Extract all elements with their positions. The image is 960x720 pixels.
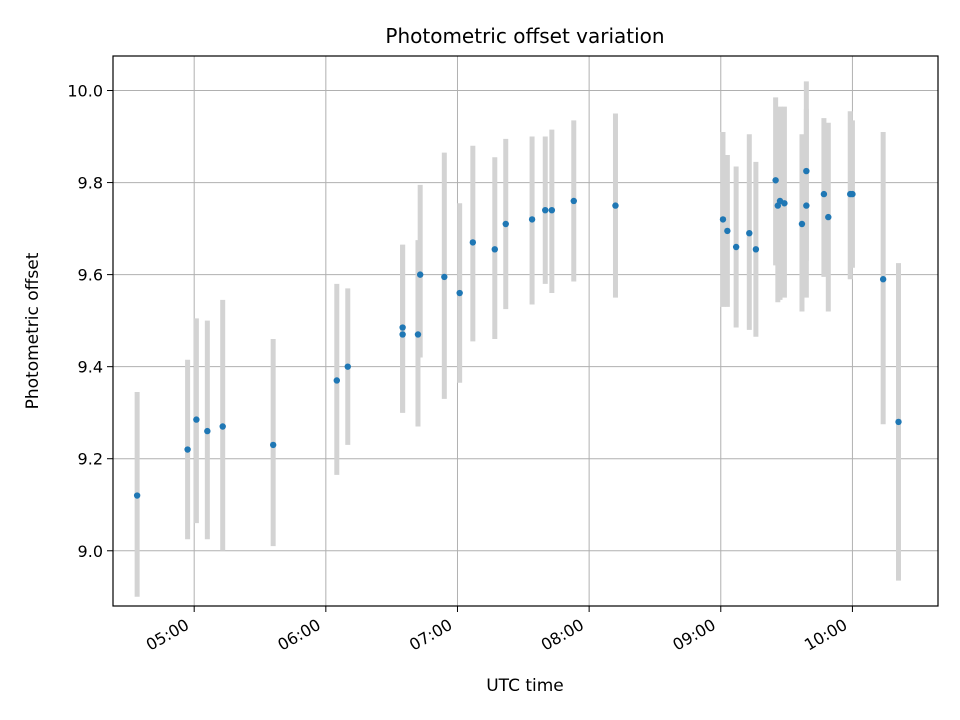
data-point [333, 377, 341, 384]
data-point [849, 190, 856, 198]
data-point [469, 239, 477, 246]
data-point [752, 246, 760, 253]
y-tick-label: 9.0 [78, 542, 103, 561]
data-point [732, 243, 740, 251]
data-point [491, 246, 498, 253]
y-tick-label: 9.4 [78, 358, 103, 377]
plot-frame [112, 55, 939, 607]
data-point [772, 177, 779, 184]
data-point [746, 229, 753, 237]
data-point [724, 227, 731, 235]
data-point [528, 216, 536, 223]
data-point [204, 427, 211, 435]
data-point [184, 446, 191, 453]
data-point [133, 492, 141, 499]
chart-title: Photometric offset variation [385, 24, 664, 48]
data-point [344, 363, 351, 370]
data-point [441, 273, 448, 281]
data-points [133, 167, 902, 499]
data-point [502, 220, 509, 228]
data-point [612, 202, 619, 209]
data-point [803, 202, 810, 209]
data-point [895, 418, 902, 426]
data-point [416, 271, 424, 278]
data-point [879, 276, 887, 283]
data-point [803, 167, 810, 175]
data-point [548, 206, 556, 214]
y-tick-label: 9.8 [78, 174, 103, 193]
x-axis-label: UTC time [486, 676, 564, 696]
data-point [820, 190, 828, 198]
y-tick-label: 9.6 [78, 266, 103, 285]
data-point [798, 220, 806, 228]
data-point [542, 206, 549, 214]
data-point [781, 200, 788, 207]
data-point [719, 216, 727, 223]
data-point [399, 331, 406, 338]
data-point [456, 289, 463, 297]
data-point [193, 416, 200, 423]
y-tick-label: 9.2 [78, 450, 103, 469]
data-point [219, 423, 226, 430]
y-tick-label: 10.0 [67, 82, 103, 101]
data-point [269, 441, 277, 449]
data-point [399, 324, 406, 331]
data-point [825, 213, 832, 221]
data-point [570, 197, 577, 205]
data-point [414, 331, 422, 338]
y-axis-label: Photometric offset [23, 252, 43, 409]
